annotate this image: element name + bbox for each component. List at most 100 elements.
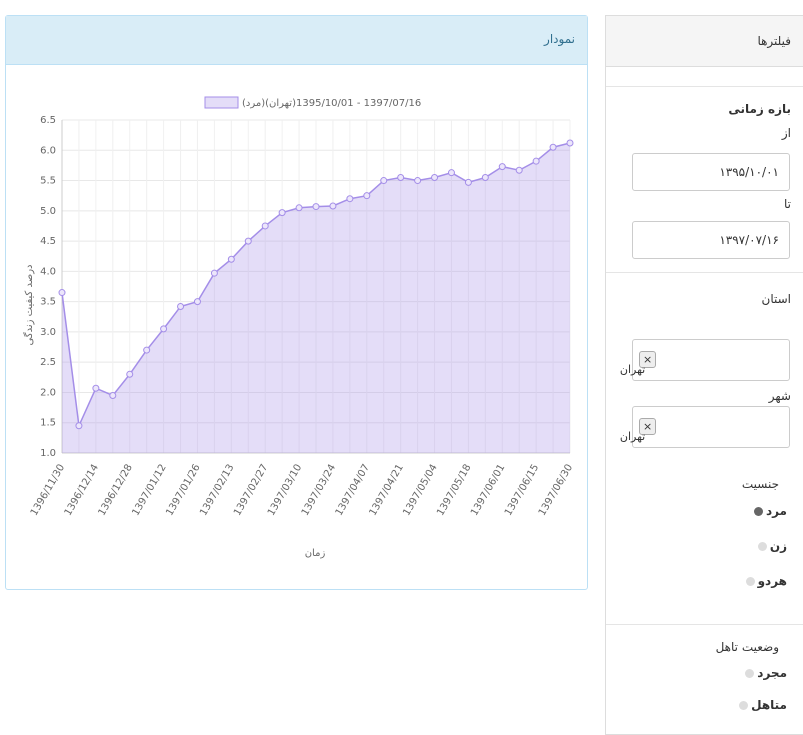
y-tick-label: 3.0: [40, 327, 56, 338]
x-tick-label: 1397/05/18: [435, 463, 473, 518]
y-tick-label: 6.0: [40, 145, 56, 156]
legend-swatch: [205, 97, 238, 108]
data-point: [381, 178, 387, 184]
data-point: [245, 238, 251, 244]
x-tick-label: 1396/12/28: [97, 463, 135, 518]
x-tick-label: 1397/06/15: [503, 463, 541, 518]
y-tick-label: 1.5: [40, 418, 56, 429]
data-point: [228, 256, 234, 262]
radio-button[interactable]: [739, 701, 748, 710]
y-tick-label: 2.0: [40, 387, 56, 398]
x-tick-label: 1397/01/26: [164, 463, 202, 518]
to-label: تا: [784, 197, 791, 211]
data-point: [448, 170, 454, 176]
data-point: [211, 270, 217, 276]
separator: [606, 272, 803, 273]
radio-button[interactable]: [746, 577, 755, 586]
data-point: [59, 290, 65, 296]
filter-sidebar: فیلترها بازه زمانی از ۱۳۹۵/۱۰/۰۱ تا ۱۳۹۷…: [605, 15, 803, 735]
x-tick-label: 1397/03/24: [300, 463, 338, 518]
from-value: ۱۳۹۵/۱۰/۰۱: [719, 165, 779, 179]
data-point: [567, 140, 573, 146]
data-point: [499, 164, 505, 170]
data-point: [364, 193, 370, 199]
data-point: [398, 175, 404, 181]
page: chart {"panel": {"title": "نمودار"}, "si…: [0, 0, 803, 735]
x-tick-label: 1396/11/30: [29, 463, 67, 518]
data-point: [144, 347, 150, 353]
data-point: [482, 175, 488, 181]
radio-option[interactable]: مرد: [754, 504, 787, 518]
province-select[interactable]: ×تهران: [632, 339, 790, 381]
data-point: [465, 179, 471, 185]
province-tag-text: تهران: [620, 363, 645, 376]
y-tick-label: 6.5: [40, 115, 56, 126]
radio-option[interactable]: متاهل: [739, 698, 787, 712]
x-tick-label: 1397/02/13: [198, 463, 236, 518]
option-text: هردو: [758, 574, 787, 588]
x-tick-label: 1397/04/07: [334, 463, 372, 518]
data-point: [533, 158, 539, 164]
option-text: مجرد: [757, 666, 787, 680]
radio-button[interactable]: [758, 542, 767, 551]
x-axis-title: زمان: [305, 548, 326, 559]
city-tag[interactable]: ×تهران: [639, 418, 656, 435]
data-point: [279, 210, 285, 216]
x-tick-label: 1397/03/10: [266, 463, 304, 518]
legend-label: (مرد)(تهران)1397/07/16 - 1395/10/01: [242, 98, 421, 109]
to-value: ۱۳۹۷/۰۷/۱۶: [719, 233, 779, 247]
y-tick-label: 4.0: [40, 266, 56, 277]
sidebar-title: فیلترها: [757, 34, 791, 48]
x-tick-label: 1397/06/01: [469, 463, 507, 518]
y-tick-label: 2.5: [40, 357, 56, 368]
radio-option[interactable]: مجرد: [745, 666, 787, 680]
data-point: [347, 196, 353, 202]
radio-button[interactable]: [745, 669, 754, 678]
option-text: متاهل: [751, 698, 787, 712]
y-tick-label: 1.0: [40, 448, 56, 459]
separator: [606, 624, 803, 625]
option-text: مرد: [766, 504, 787, 518]
city-tag-text: تهران: [620, 430, 645, 443]
x-tick-label: 1397/02/27: [232, 463, 270, 518]
y-tick-label: 3.5: [40, 297, 56, 308]
city-select[interactable]: ×تهران: [632, 406, 790, 448]
data-point: [550, 144, 556, 150]
data-point: [262, 223, 268, 229]
radio-option[interactable]: هردو: [746, 574, 787, 588]
y-tick-label: 5.0: [40, 206, 56, 217]
date-range-label: بازه زمانی: [728, 102, 791, 116]
province-tag[interactable]: ×تهران: [639, 351, 656, 368]
data-point: [127, 371, 133, 377]
gender-label: جنسیت: [742, 477, 779, 491]
data-point: [330, 203, 336, 209]
x-tick-label: 1397/04/21: [368, 463, 406, 518]
separator: [606, 86, 803, 87]
data-point: [296, 205, 302, 211]
x-tick-label: 1397/01/12: [130, 463, 168, 518]
data-point: [432, 175, 438, 181]
marital-label: وضعیت تاهل: [716, 640, 779, 654]
data-point: [415, 178, 421, 184]
option-text: زن: [770, 539, 787, 553]
data-point: [178, 303, 184, 309]
x-tick-label: 1397/05/04: [401, 463, 439, 518]
from-input[interactable]: ۱۳۹۵/۱۰/۰۱: [632, 153, 790, 191]
radio-option[interactable]: زن: [758, 539, 787, 553]
x-tick-label: 1397/06/30: [537, 463, 575, 518]
data-point: [93, 385, 99, 391]
data-point: [194, 299, 200, 305]
to-input[interactable]: ۱۳۹۷/۰۷/۱۶: [632, 221, 790, 259]
y-axis-title: درصد کیفیت زندگی: [23, 264, 35, 345]
radio-button[interactable]: [754, 507, 763, 516]
y-tick-label: 5.5: [40, 176, 56, 187]
data-point: [161, 326, 167, 332]
data-point: [516, 167, 522, 173]
from-label: از: [782, 126, 791, 140]
x-tick-label: 1396/12/14: [63, 463, 101, 518]
province-label: استان: [762, 292, 791, 306]
chart: درصد کیفیت زندگی زمان 1.0 1.5 2.0 2.5 3.0 3.5…: [0, 0, 590, 580]
y-tick-label: 4.5: [40, 236, 56, 247]
data-point: [313, 204, 319, 210]
